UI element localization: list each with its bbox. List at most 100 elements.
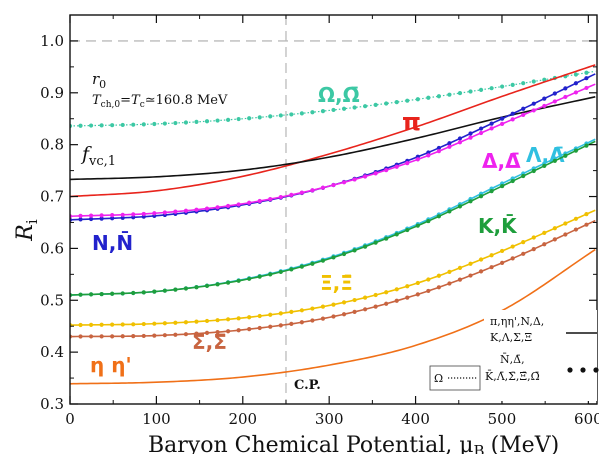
series-marker-0 xyxy=(531,79,536,84)
series-marker-4 xyxy=(542,103,547,109)
series-marker-0 xyxy=(584,70,589,75)
series-marker-8 xyxy=(162,333,167,338)
series-marker-6 xyxy=(289,267,294,272)
series-marker-0 xyxy=(405,98,410,103)
series-marker-6 xyxy=(120,291,125,296)
series-marker-8 xyxy=(552,237,557,242)
series-marker-0 xyxy=(489,86,494,91)
series-marker-8 xyxy=(563,232,568,237)
series-marker-7 xyxy=(310,306,315,311)
series-marker-8 xyxy=(584,222,589,227)
series-marker-6 xyxy=(341,251,347,257)
series-marker-0 xyxy=(110,123,115,128)
series-marker-4 xyxy=(415,157,420,162)
series-marker-7 xyxy=(415,280,420,286)
series-marker-0 xyxy=(120,122,125,128)
series-marker-4 xyxy=(278,194,283,200)
x-tick-label: 0 xyxy=(65,410,75,428)
legend: π,ηη',N,Δ, K,Λ,Σ,Ξ N̄,Δ̄, K̄,Λ̄,Σ̄,Ξ̄,Ω̄… xyxy=(429,310,599,401)
series-marker-0 xyxy=(194,119,199,124)
series-marker-0 xyxy=(310,110,315,115)
series-marker-4 xyxy=(110,213,115,218)
axes xyxy=(69,14,598,405)
series-marker-4 xyxy=(194,207,199,212)
series-marker-0 xyxy=(289,112,294,117)
series-marker-8 xyxy=(320,316,326,321)
series-marker-3 xyxy=(99,216,104,221)
series-1 xyxy=(70,64,596,198)
series-marker-7 xyxy=(478,257,484,262)
series-marker-4 xyxy=(405,161,410,166)
series-marker-4 xyxy=(310,188,315,193)
series-marker-4 xyxy=(457,140,463,145)
series-marker-8 xyxy=(204,330,210,336)
legend-entry-1-line-1: π,ηη',N,Δ, xyxy=(490,315,544,328)
series-marker-7 xyxy=(405,284,410,289)
series-marker-8 xyxy=(457,277,463,282)
series-marker-4 xyxy=(99,213,104,218)
series-marker-7 xyxy=(542,230,547,235)
series-marker-8 xyxy=(299,320,304,325)
series-marker-7 xyxy=(289,309,294,315)
series-marker-6 xyxy=(363,244,368,249)
annotation-r0: r0 xyxy=(92,70,106,91)
series-marker-4 xyxy=(320,185,326,190)
series-marker-7 xyxy=(331,302,336,307)
series-marker-6 xyxy=(426,218,431,224)
series-marker-8 xyxy=(542,242,547,247)
series-marker-6 xyxy=(226,280,231,285)
series-marker-7 xyxy=(110,322,115,327)
y-tick-label: 1.0 xyxy=(40,32,64,50)
series-marker-7 xyxy=(120,322,125,327)
series-marker-0 xyxy=(352,105,357,110)
series-marker-0 xyxy=(141,122,146,127)
series-marker-6 xyxy=(268,272,273,277)
series-marker-7 xyxy=(236,316,241,321)
series-marker-8 xyxy=(352,309,357,314)
series-marker-6 xyxy=(436,214,441,219)
series-marker-7 xyxy=(531,235,536,240)
series-marker-7 xyxy=(299,308,304,313)
series-marker-0 xyxy=(394,100,399,105)
series-marker-7 xyxy=(573,216,579,221)
series-marker-6 xyxy=(320,258,326,263)
series-marker-4 xyxy=(363,174,368,179)
series-marker-8 xyxy=(215,330,220,335)
series-marker-7 xyxy=(204,318,210,324)
series-marker-3 xyxy=(584,76,589,81)
series-marker-8 xyxy=(478,269,484,274)
series-marker-8 xyxy=(447,281,452,286)
series-marker-6 xyxy=(183,286,189,291)
critical-point-label: C.P. xyxy=(294,378,321,393)
series-marker-0 xyxy=(426,95,431,100)
series-marker-8 xyxy=(183,332,189,337)
series-marker-7 xyxy=(183,320,189,325)
series-marker-4 xyxy=(247,200,252,205)
series-marker-6 xyxy=(278,269,283,275)
series-marker-6 xyxy=(162,288,167,293)
series-marker-7 xyxy=(563,221,568,226)
series-marker-4 xyxy=(131,212,136,217)
series-marker-8 xyxy=(278,323,283,328)
series-4 xyxy=(70,83,596,219)
series-marker-7 xyxy=(162,321,167,326)
series-marker-6 xyxy=(405,227,410,233)
series-marker-4 xyxy=(573,90,579,95)
series-marker-0 xyxy=(215,118,220,123)
series-marker-4 xyxy=(478,130,484,136)
series-marker-6 xyxy=(457,204,463,209)
series-marker-4 xyxy=(226,203,231,209)
series-marker-0 xyxy=(510,82,515,87)
series-marker-6 xyxy=(173,287,178,292)
series-marker-0 xyxy=(173,120,178,126)
series-marker-8 xyxy=(573,227,579,232)
series-marker-0 xyxy=(320,109,326,114)
series-marker-6 xyxy=(110,291,115,296)
series-marker-0 xyxy=(573,72,579,77)
series-marker-6 xyxy=(584,143,589,148)
series-marker-4 xyxy=(236,202,241,207)
series-marker-8 xyxy=(194,331,199,336)
legend-entry-1-line-2: K,Λ,Σ,Ξ xyxy=(490,331,532,344)
series-marker-6 xyxy=(563,153,568,158)
series-marker-8 xyxy=(436,285,441,290)
